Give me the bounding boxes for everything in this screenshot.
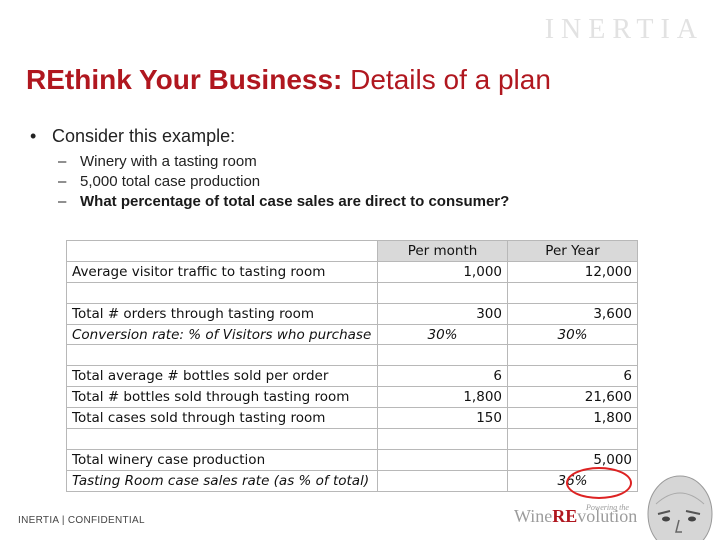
brand-pre: Wine — [514, 506, 553, 526]
sub-item-text-bold: What percentage of total case sales are … — [80, 193, 510, 210]
sub-item-text: Winery with a tasting room — [80, 153, 257, 170]
table-cell — [66, 344, 378, 367]
table-cell — [66, 428, 378, 450]
header-per-year: Per Year — [507, 240, 638, 262]
dash-marker: – — [58, 173, 67, 190]
row-label: Tasting Room case sales rate (as % of to… — [66, 469, 378, 492]
row-label: Total # bottles sold through tasting roo… — [66, 386, 378, 409]
header-per-month: Per month — [377, 240, 508, 262]
sub-item: – Winery with a tasting room — [58, 152, 509, 172]
bullet-text: Consider this example: — [52, 126, 236, 146]
calculation-table: Per month Per Year Average visitor traff… — [66, 240, 638, 492]
table-row: Tasting Room case sales rate (as % of to… — [66, 469, 638, 492]
brand-re: RE — [552, 506, 578, 526]
dash-marker: – — [58, 193, 67, 210]
cell-year: 6 — [507, 365, 638, 388]
row-label: Conversion rate: % of Visitors who purch… — [66, 323, 378, 346]
cell-year: 21,600 — [507, 386, 638, 409]
table-row: Total cases sold through tasting room 15… — [66, 407, 638, 430]
cell-month: 1,000 — [377, 260, 508, 283]
table-cell — [66, 240, 378, 262]
cell-year: 30% — [507, 323, 638, 346]
cell-month — [377, 469, 508, 492]
table-row: Total winery case production 5,000 — [66, 448, 638, 471]
table-row-empty — [66, 344, 638, 367]
cell-month: 150 — [377, 407, 508, 430]
cell-year: 3,600 — [507, 302, 638, 325]
sub-item: –5,000 total case production — [58, 172, 509, 192]
table-row: Total # orders through tasting room 300 … — [66, 302, 638, 325]
table-cell — [377, 344, 508, 367]
brand-tagline: Powering the — [586, 503, 629, 512]
table-row: Total # bottles sold through tasting roo… — [66, 386, 638, 409]
row-label: Total average # bottles sold per order — [66, 365, 378, 388]
watermark: INERTIA — [544, 14, 704, 45]
cell-month: 30% — [377, 323, 508, 346]
head-illustration-icon — [647, 475, 713, 540]
cell-month — [377, 448, 508, 471]
table-cell — [507, 428, 638, 450]
table-row-empty — [66, 428, 638, 450]
row-label: Total winery case production — [66, 448, 378, 471]
bullet-item: • Consider this example: — [30, 126, 509, 147]
table-row: Average visitor traffic to tasting room … — [66, 260, 638, 283]
table-cell — [507, 281, 638, 304]
cell-year: 5,000 — [507, 448, 638, 471]
highlight-circle — [566, 467, 632, 499]
table-row: Per month Per Year — [66, 240, 638, 262]
table-cell — [66, 281, 378, 304]
table-cell — [507, 344, 638, 367]
table-cell — [377, 428, 508, 450]
sub-item: – What percentage of total case sales are… — [58, 192, 509, 212]
row-label: Average visitor traffic to tasting room — [66, 260, 378, 283]
cell-year: 12,000 — [507, 260, 638, 283]
cell-month: 6 — [377, 365, 508, 388]
bullet-dot: • — [30, 126, 37, 146]
table-cell — [377, 281, 508, 304]
cell-month: 1,800 — [377, 386, 508, 409]
footer-text: INERTIA | CONFIDENTIAL — [18, 515, 145, 526]
brand-logo: WineREvolution — [514, 506, 637, 527]
title-bold: REthink Your Business: — [26, 64, 343, 95]
table-row: Total average # bottles sold per order 6… — [66, 365, 638, 388]
cell-year: 1,800 — [507, 407, 638, 430]
table-row-empty — [66, 281, 638, 304]
sub-list: – Winery with a tasting room –5,000 total… — [58, 152, 509, 212]
table-row: Conversion rate: % of Visitors who purch… — [66, 323, 638, 346]
page-title: REthink Your Business: Details of a plan — [26, 64, 551, 96]
cell-month: 300 — [377, 302, 508, 325]
row-label: Total cases sold through tasting room — [66, 407, 378, 430]
dash-marker: – — [58, 153, 67, 170]
bullet-list: • Consider this example: – Winery with a t… — [30, 126, 509, 212]
row-label: Total # orders through tasting room — [66, 302, 378, 325]
title-rest: Details of a plan — [342, 64, 551, 95]
brand-post: volution — [577, 506, 638, 526]
sub-item-text: 5,000 total case production — [80, 173, 261, 190]
